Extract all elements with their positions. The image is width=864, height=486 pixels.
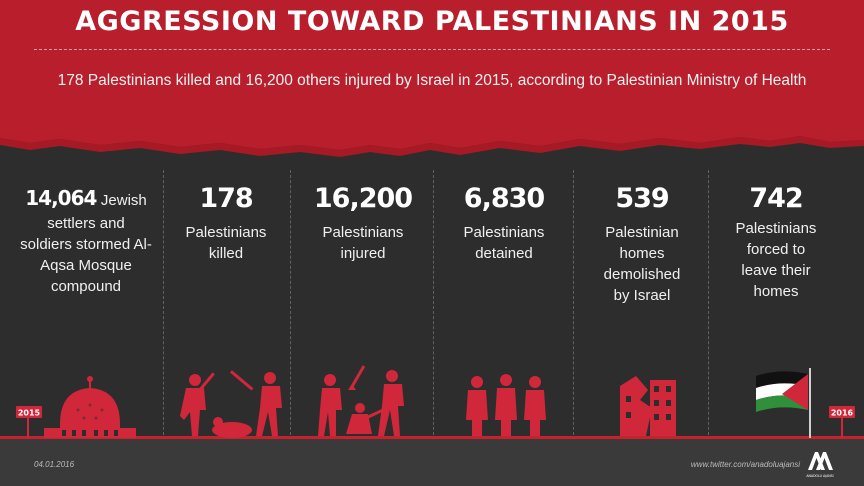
stat-aqsa-label: settlers and soldiers stormed Al-Aqsa Mo…: [20, 215, 152, 295]
red-header-band: [0, 0, 864, 157]
stat-injured-label: Palestinians injured: [322, 224, 404, 262]
illustration-strip: 2015: [16, 365, 855, 438]
stat-injured: 16,200 Palestinians injured: [300, 183, 426, 264]
stat-aqsa-value: 14,064: [25, 186, 97, 210]
page-title: AGGRESSION TOWARD PALESTINIANS IN 2015: [75, 6, 789, 37]
stat-demolished: 539 Palestinian homes demolished by Isra…: [580, 183, 704, 306]
sign-2016: 2016: [829, 406, 855, 438]
column-divider: [163, 170, 164, 440]
stat-detained-label: Palestinians detained: [463, 224, 545, 262]
clashes-icon: [318, 365, 404, 436]
anadolu-logo-icon: ANADOLU AJANSI: [806, 452, 834, 478]
footer-bar: [0, 436, 864, 486]
ground-line: [0, 436, 864, 439]
column-divider: [573, 170, 574, 440]
dome-of-the-rock-icon: [44, 376, 136, 438]
publish-date: 04.01.2016: [34, 460, 75, 469]
soldiers-beating-icon: [180, 370, 282, 438]
sign-2016-label: 2016: [831, 409, 854, 418]
stat-killed-label: Palestinians killed: [185, 224, 267, 262]
stat-detained: 6,830 Palestinians detained: [440, 183, 568, 264]
stat-demolished-value: 539: [615, 183, 669, 214]
anadolu-logo-text: ANADOLU AJANSI: [806, 474, 833, 478]
page-subtitle: 178 Palestinians killed and 16,200 other…: [57, 72, 807, 89]
column-divider: [290, 170, 291, 440]
stat-aqsa-label-head: Jewish: [100, 192, 147, 209]
sign-2015: 2015: [16, 406, 42, 438]
stat-killed: 178 Palestinians killed: [170, 183, 282, 264]
demolished-building-icon: [620, 376, 676, 436]
stat-killed-value: 178: [199, 183, 253, 214]
stat-displaced-label: Palestinians forced to leave their homes: [735, 220, 817, 300]
twitter-url: www.twitter.com/anadoluajansi: [690, 460, 800, 469]
stat-displaced-value: 742: [749, 183, 803, 214]
sign-2015-label: 2015: [18, 409, 41, 418]
stat-demolished-label: Palestinian homes demolished by Israel: [603, 224, 681, 304]
palestinian-flag-icon: [756, 368, 811, 438]
stat-injured-value: 16,200: [313, 183, 413, 214]
detained-people-icon: [466, 374, 546, 436]
column-divider: [433, 170, 434, 440]
stat-detained-value: 6,830: [463, 183, 545, 214]
stat-aqsa: 14,064 Jewish settlers and soldiers stor…: [6, 186, 166, 297]
title-divider: [34, 49, 830, 50]
column-divider: [708, 170, 709, 440]
stat-displaced: 742 Palestinians forced to leave their h…: [714, 183, 838, 302]
